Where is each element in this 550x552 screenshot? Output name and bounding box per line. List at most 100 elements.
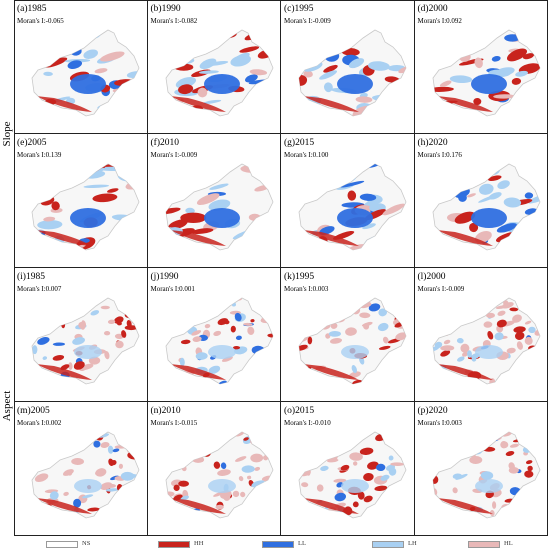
cluster-patch (496, 223, 517, 233)
cluster-patch (385, 99, 399, 104)
panel-title: (p)2020 (417, 406, 448, 416)
cluster-patch (37, 220, 63, 230)
cluster-patch (392, 369, 399, 376)
cluster-patch (390, 462, 404, 467)
map-panel: (p)2020 Moran's I:0.003 (414, 402, 548, 536)
cluster-patch (238, 476, 243, 482)
cluster-patch (327, 311, 339, 319)
cluster-patch (340, 180, 365, 188)
cluster-patch (439, 80, 452, 87)
cluster-patch (100, 51, 125, 62)
cluster-patch (468, 455, 482, 465)
cluster-patch (41, 325, 52, 331)
cluster-patch (208, 199, 230, 211)
cluster-patch (40, 313, 45, 320)
legend-swatch (158, 541, 190, 548)
cluster-patch (330, 244, 344, 250)
cluster-patch (531, 360, 540, 367)
cluster-patch (238, 46, 259, 53)
map-panel: (g)2015 Moran's I:0.100 (281, 134, 415, 268)
panel-title: (k)1995 (284, 272, 315, 282)
cluster-patch (445, 167, 457, 171)
cluster-patch (344, 302, 353, 309)
cluster-patch (189, 440, 204, 448)
basin-cluster (70, 74, 106, 94)
cluster-patch (495, 305, 507, 310)
cluster-patch (115, 340, 124, 349)
cluster-patch (64, 380, 74, 384)
cluster-patch (388, 467, 397, 476)
cluster-patch (186, 164, 200, 169)
cluster-patch (468, 222, 478, 233)
legend: NS HH LL LH HL (0, 538, 550, 552)
cluster-patch (527, 194, 540, 204)
cluster-patch (42, 356, 48, 360)
cluster-patch (244, 74, 258, 83)
cluster-patch (68, 362, 73, 370)
cluster-patch (363, 323, 370, 330)
cluster-patch (496, 310, 506, 316)
cluster-patch (204, 323, 210, 329)
panel-title: (j)1990 (150, 272, 179, 282)
cluster-patch (94, 68, 108, 74)
panel-title: (m)2005 (17, 406, 50, 416)
row-label-slope: Slope (1, 121, 13, 147)
cluster-patch (376, 463, 386, 472)
cluster-patch (254, 354, 261, 362)
map-grid: (a)1985 Moran's I:-0.065 (b)1990 Moran's I:… (14, 0, 548, 536)
cluster-patch (190, 330, 201, 336)
cluster-patch (180, 173, 204, 182)
cluster-patch (100, 482, 113, 490)
cluster-patch (221, 356, 233, 362)
cluster-patch (196, 193, 220, 205)
cluster-patch (303, 70, 313, 78)
cluster-patch (375, 502, 388, 507)
cluster-patch (256, 489, 262, 494)
cluster-patch (165, 164, 186, 169)
region-map (432, 29, 540, 117)
panel-title: (g)2015 (284, 138, 315, 148)
cluster-patch (119, 88, 139, 95)
cluster-patch (234, 312, 242, 322)
cluster-patch (267, 314, 272, 320)
cluster-patch (192, 336, 202, 342)
cluster-patch (173, 107, 184, 116)
region-map (31, 29, 140, 117)
cluster-patch (320, 447, 334, 452)
cluster-patch (499, 441, 507, 449)
cluster-patch (39, 438, 47, 446)
cluster-patch (123, 434, 130, 444)
cluster-patch (518, 375, 527, 382)
cluster-patch (327, 436, 333, 445)
cluster-patch (352, 461, 358, 466)
cluster-patch (330, 323, 338, 329)
cluster-patch (199, 58, 216, 70)
cluster-patch (474, 432, 487, 440)
cluster-patch (502, 300, 508, 306)
cluster-patch (393, 495, 404, 502)
cluster-patch (89, 436, 95, 441)
cluster-patch (232, 345, 240, 350)
cluster-patch (107, 319, 116, 325)
cluster-patch (246, 377, 260, 384)
cluster-patch (32, 322, 45, 330)
cluster-patch (82, 494, 94, 499)
cluster-patch (432, 239, 440, 246)
cluster-patch (320, 465, 329, 471)
cluster-patch (522, 53, 534, 60)
cluster-patch (299, 74, 308, 86)
cluster-patch (456, 356, 465, 362)
cluster-patch (32, 345, 38, 355)
cluster-patch (170, 508, 184, 514)
cluster-patch (386, 493, 398, 502)
cluster-patch (432, 86, 454, 92)
rim-cluster (169, 230, 226, 246)
cluster-patch (199, 436, 211, 444)
cluster-patch (516, 341, 523, 350)
cluster-patch (65, 433, 75, 439)
region-map (31, 297, 140, 385)
rim-cluster (436, 498, 493, 514)
cluster-patch (249, 69, 267, 76)
cluster-patch (307, 336, 313, 345)
cluster-patch (514, 70, 528, 77)
